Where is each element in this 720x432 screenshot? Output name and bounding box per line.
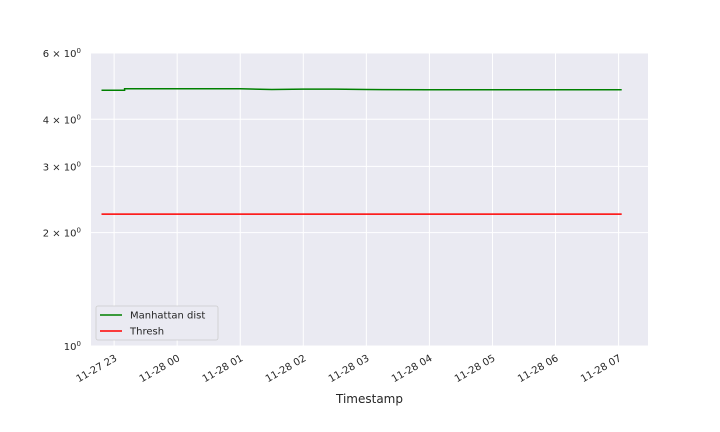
y-tick-label: 100 (64, 340, 81, 353)
series-lines (101, 88, 622, 215)
legend-box (95, 305, 219, 341)
y-tick-base: 4 × 10 (43, 115, 77, 126)
y-tick-exponent: 0 (77, 160, 81, 168)
x-axis-label: Timestamp (335, 392, 403, 406)
x-tick-label: 11-28 07 (579, 353, 623, 385)
x-tick-label: 11-28 00 (138, 353, 182, 385)
y-tick-label: 4 × 100 (43, 113, 81, 126)
x-tick-label: 11-28 06 (516, 353, 560, 385)
grid (91, 52, 648, 347)
y-tick-label: 6 × 100 (43, 47, 81, 60)
x-tick-label: 11-28 02 (264, 353, 308, 385)
y-tick-exponent: 0 (77, 47, 81, 55)
legend-entry: Manhattan dist (130, 311, 205, 322)
x-tick-label: 11-28 04 (390, 353, 434, 385)
x-tick-label: 11-28 01 (201, 353, 245, 385)
series-line-manhattan-dist (101, 88, 622, 91)
x-axis-ticks: 11-27 23 11-28 00 11-28 01 11-28 02 11-28 03… (75, 353, 624, 385)
x-tick-label: 11-28 03 (327, 353, 371, 385)
y-tick-base: 10 (64, 342, 77, 353)
y-tick-exponent: 0 (77, 340, 81, 348)
legend: Manhattan dist Thresh (95, 305, 219, 341)
y-tick-exponent: 0 (77, 227, 81, 235)
plot-background (91, 53, 648, 346)
x-tick-label: 11-28 05 (453, 353, 497, 385)
y-tick-label: 3 × 100 (43, 160, 81, 173)
y-tick-label: 2 × 100 (43, 227, 81, 240)
x-tick-label: 11-27 23 (75, 353, 119, 385)
y-tick-base: 6 × 10 (43, 49, 77, 60)
y-tick-base: 2 × 10 (43, 229, 77, 240)
y-tick-base: 3 × 10 (43, 162, 77, 173)
legend-entry: Thresh (129, 327, 164, 338)
y-tick-exponent: 0 (77, 113, 81, 121)
